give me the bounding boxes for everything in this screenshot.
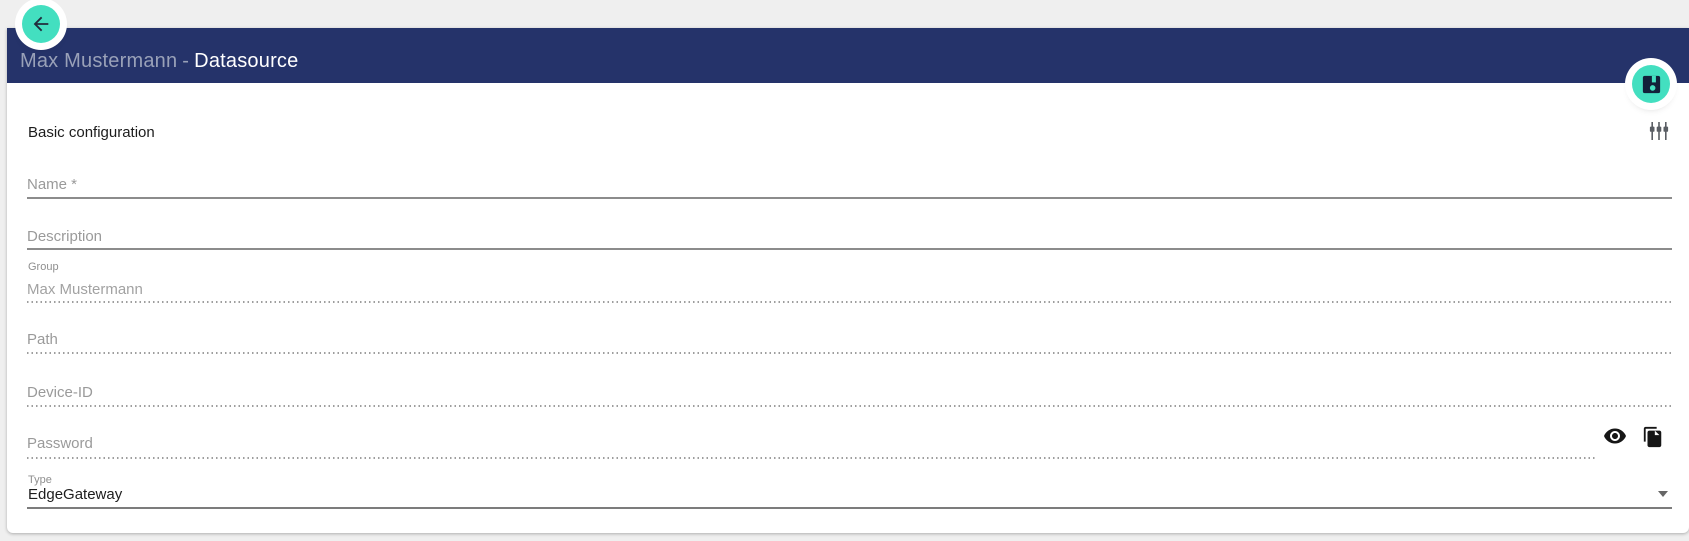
eye-icon [1603,424,1627,448]
name-input[interactable] [27,171,1527,197]
save-floppy-icon [1640,73,1663,96]
description-underline [27,248,1672,250]
password-input [27,430,1477,456]
name-underline [27,197,1672,199]
device-id-underline [27,405,1672,407]
title-page-name: Datasource [194,50,299,72]
password-underline [27,457,1597,459]
copy-icon [1642,426,1664,448]
device-id-input [27,379,1527,405]
title-separator: - [182,50,190,72]
page-header: Max Mustermann - Datasource [7,28,1689,83]
type-underline [27,507,1672,509]
advanced-settings-button[interactable] [1645,117,1673,145]
description-input[interactable] [27,223,1527,249]
chevron-down-icon [1658,491,1668,497]
group-underline [27,301,1672,303]
type-label: Type [28,474,52,486]
password-copy-button[interactable] [1639,424,1667,450]
password-visibility-button[interactable] [1601,423,1629,449]
arrow-left-icon [30,13,52,35]
type-select[interactable]: EdgeGateway [27,482,1672,506]
tune-sliders-icon [1647,119,1671,143]
group-label: Group [28,261,59,273]
path-input [27,326,1527,352]
group-input [27,276,1527,302]
save-button[interactable] [1632,65,1670,103]
back-button[interactable] [22,5,60,43]
type-select-value: EdgeGateway [28,486,123,503]
section-heading: Basic configuration [28,124,155,141]
title-group-name: Max Mustermann [20,50,178,72]
path-underline [27,352,1672,354]
page-title: Max Mustermann - Datasource [20,50,298,73]
